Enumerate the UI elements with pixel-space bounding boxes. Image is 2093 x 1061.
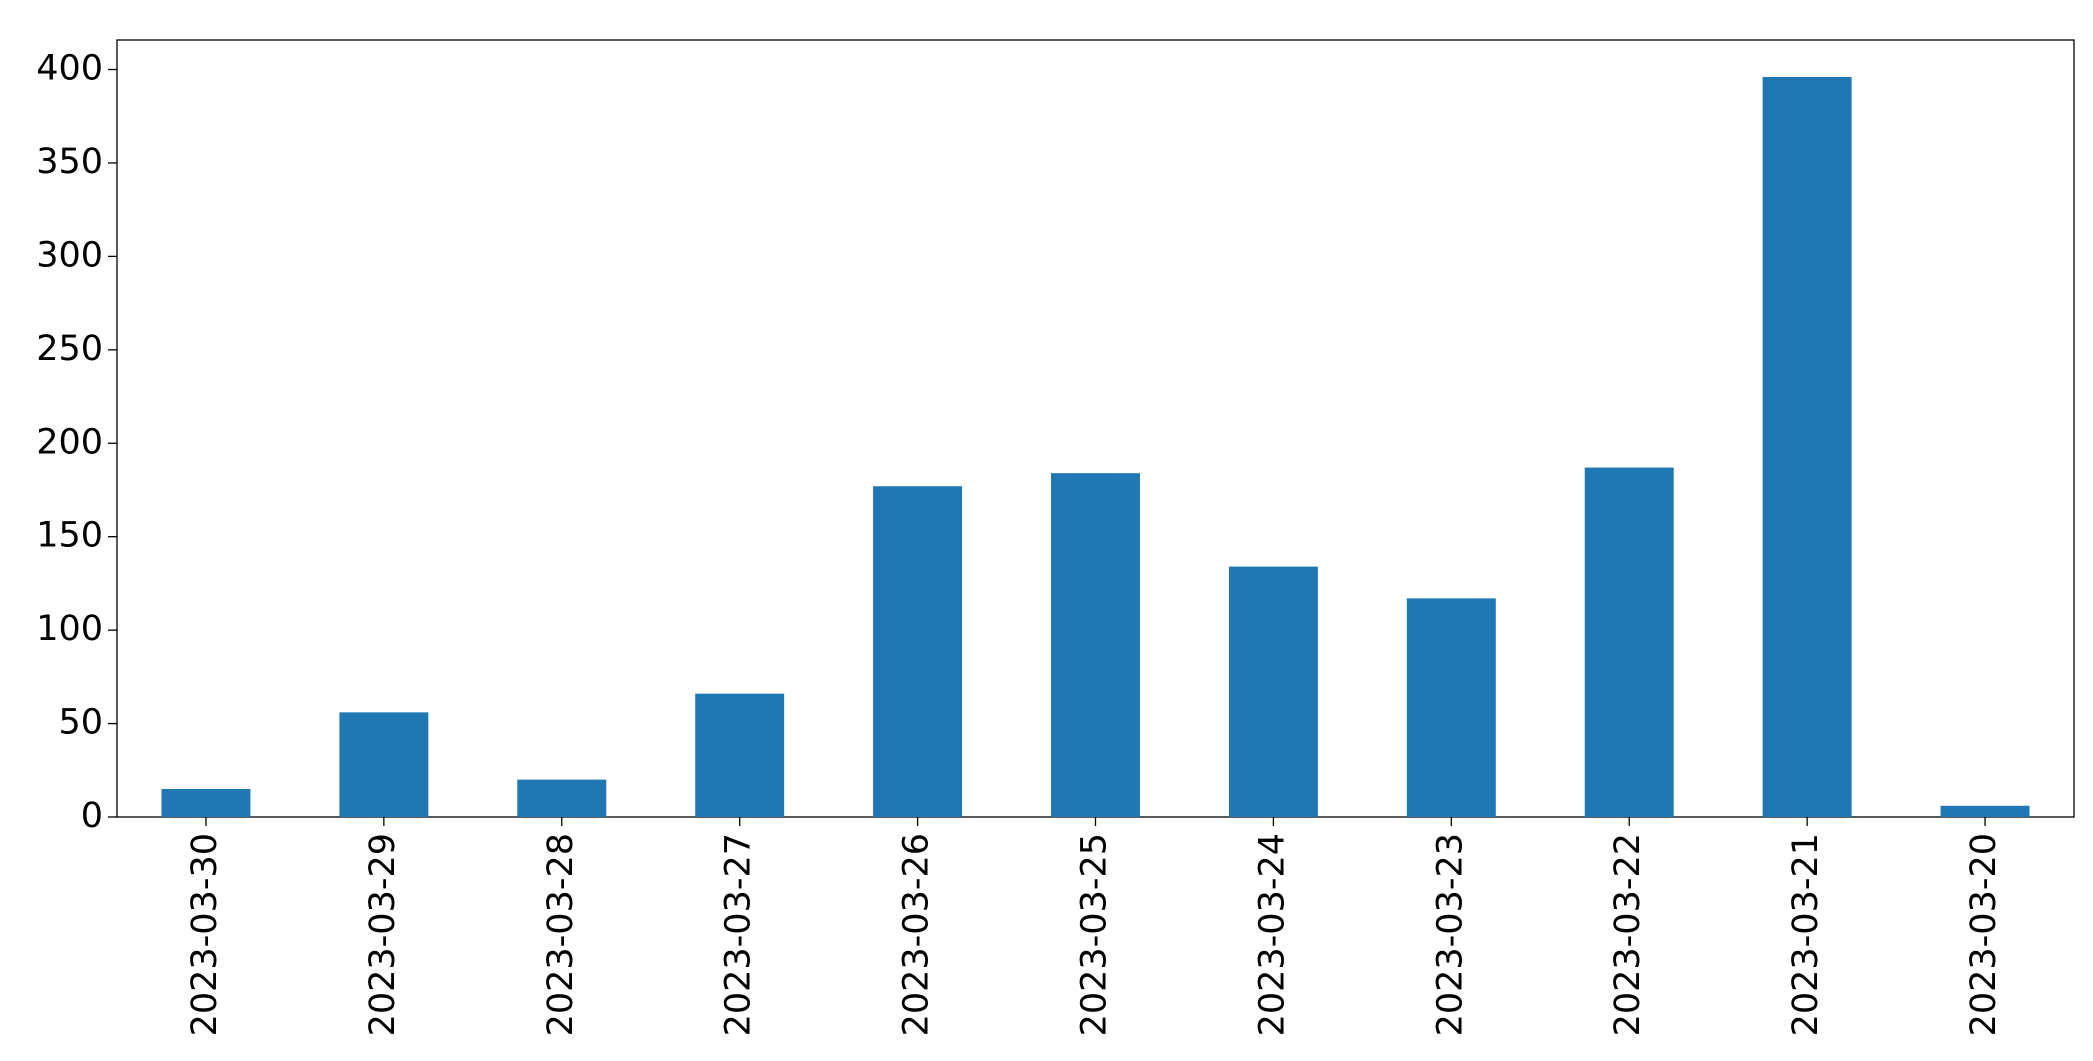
x-tick-label: 2023-03-30 [185, 833, 225, 1036]
bar [1406, 598, 1496, 817]
bar [339, 712, 429, 817]
bar [517, 779, 607, 817]
bar [1584, 467, 1674, 817]
y-tick-label: 100 [36, 609, 103, 649]
x-tick-label: 2023-03-23 [1430, 833, 1470, 1036]
x-tick-label: 2023-03-21 [1786, 833, 1826, 1036]
y-tick-label: 300 [36, 235, 103, 275]
x-tick-label: 2023-03-29 [363, 833, 403, 1036]
y-tick-label: 400 [36, 49, 103, 89]
x-tick-label: 2023-03-22 [1608, 833, 1648, 1036]
bar [1762, 77, 1852, 817]
x-tick-label: 2023-03-24 [1252, 833, 1292, 1036]
x-tick-label: 2023-03-25 [1075, 833, 1115, 1036]
bar [1228, 566, 1318, 817]
bar [1940, 805, 2030, 817]
y-tick-label: 350 [36, 142, 103, 182]
bar [873, 486, 963, 817]
bar [1051, 473, 1140, 817]
y-tick-label: 200 [36, 422, 103, 462]
y-tick-label: 0 [81, 796, 103, 836]
x-tick-label: 2023-03-27 [719, 833, 759, 1036]
y-tick-label: 50 [58, 703, 103, 743]
y-tick-label: 150 [36, 516, 103, 556]
x-tick-label: 2023-03-26 [897, 833, 937, 1036]
y-tick-label: 250 [36, 329, 103, 369]
x-tick-label: 2023-03-20 [1964, 833, 2004, 1036]
x-tick-label: 2023-03-28 [541, 833, 581, 1036]
bar [161, 788, 251, 817]
bar [695, 693, 785, 817]
